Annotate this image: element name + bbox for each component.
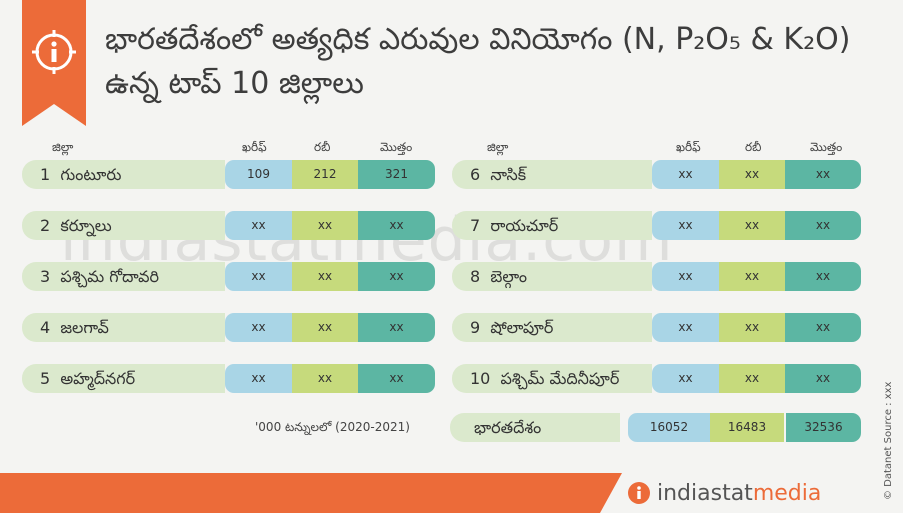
- district-name: 7 రాయచూర్: [452, 211, 652, 240]
- rabi-value: xx: [719, 211, 785, 240]
- total-value: xx: [785, 313, 861, 342]
- indiastat-logo-icon: [628, 482, 650, 504]
- total-value: xx: [358, 313, 435, 342]
- table-row: 8 బెల్గాం xx xx xx: [452, 262, 861, 291]
- column-header-rabi: రబీ: [745, 140, 762, 154]
- rabi-value: xx: [719, 364, 785, 393]
- table-row: 1 గుంటూరు 109 212 321: [22, 160, 435, 189]
- page-title: భారతదేశంలో అత్యధిక ఎరువుల వినియోగం (N, P…: [105, 22, 851, 101]
- kharif-value: xx: [225, 313, 292, 342]
- column-header-rabi: రబీ: [314, 140, 331, 154]
- rabi-value: xx: [292, 313, 358, 342]
- india-total-value: 32536: [786, 413, 861, 442]
- table-row: 4 జలగావ్ xx xx xx: [22, 313, 435, 342]
- unit-footnote: '000 టన్నులలో (2020-2021): [255, 420, 410, 434]
- rabi-value: xx: [719, 313, 785, 342]
- table-row: 10 పశ్చిమ్ మేదినీపూర్ xx xx xx: [452, 364, 861, 393]
- kharif-value: xx: [652, 313, 719, 342]
- column-header-district: జిల్లా: [52, 140, 74, 154]
- total-value: xx: [358, 262, 435, 291]
- total-value: xx: [785, 211, 861, 240]
- rabi-value: 212: [292, 160, 358, 189]
- kharif-value: xx: [652, 262, 719, 291]
- rabi-value: xx: [292, 364, 358, 393]
- source-credit: © Datanet Source : xxx: [883, 381, 894, 500]
- total-value: xx: [358, 211, 435, 240]
- india-kharif-value: 16052: [628, 413, 710, 442]
- india-rabi-value: 16483: [710, 413, 784, 442]
- total-value: xx: [785, 364, 861, 393]
- column-header-district: జిల్లా: [487, 140, 509, 154]
- column-header-total: మొత్తం: [380, 140, 413, 154]
- table-row: 7 రాయచూర్ xx xx xx: [452, 211, 861, 240]
- table-row: 9 షోలాపూర్ xx xx xx: [452, 313, 861, 342]
- district-name: 5 అహ్మద్‌నగర్: [22, 364, 225, 393]
- kharif-value: 109: [225, 160, 292, 189]
- footer-logo-text: indiastatmedia: [657, 480, 822, 506]
- kharif-value: xx: [652, 364, 719, 393]
- column-header-total: మొత్తం: [810, 140, 843, 154]
- footer-bar-edge: [600, 473, 622, 513]
- district-name: 1 గుంటూరు: [22, 160, 225, 189]
- rabi-value: xx: [292, 211, 358, 240]
- kharif-value: xx: [225, 364, 292, 393]
- district-name: 8 బెల్గాం: [452, 262, 652, 291]
- table-row: 5 అహ్మద్‌నగర్ xx xx xx: [22, 364, 435, 393]
- table-row: 6 నాసిక్ xx xx xx: [452, 160, 861, 189]
- total-value: xx: [785, 262, 861, 291]
- kharif-value: xx: [225, 262, 292, 291]
- rabi-value: xx: [719, 262, 785, 291]
- table-row: 2 కర్నూలు xx xx xx: [22, 211, 435, 240]
- district-name: 4 జలగావ్: [22, 313, 225, 342]
- total-value: 321: [358, 160, 435, 189]
- district-name: 9 షోలాపూర్: [452, 313, 652, 342]
- district-name: 2 కర్నూలు: [22, 211, 225, 240]
- column-header-kharif: ఖరీఫ్: [676, 140, 701, 154]
- info-icon: [32, 30, 76, 74]
- kharif-value: xx: [225, 211, 292, 240]
- table-row: 3 పశ్చిమ గోదావరి xx xx xx: [22, 262, 435, 291]
- india-total-row: భారతదేశం 16052 16483 32536: [450, 413, 861, 442]
- district-name: 3 పశ్చిమ గోదావరి: [22, 262, 225, 291]
- total-value: xx: [785, 160, 861, 189]
- district-name: 10 పశ్చిమ్ మేదినీపూర్: [452, 364, 652, 393]
- kharif-value: xx: [652, 160, 719, 189]
- total-value: xx: [358, 364, 435, 393]
- rabi-value: xx: [719, 160, 785, 189]
- footer-bar: [0, 473, 600, 513]
- column-header-kharif: ఖరీఫ్: [242, 140, 267, 154]
- district-name: 6 నాసిక్: [452, 160, 652, 189]
- india-name: భారతదేశం: [450, 413, 620, 442]
- kharif-value: xx: [652, 211, 719, 240]
- footer-logo: indiastatmedia: [627, 478, 821, 508]
- rabi-value: xx: [292, 262, 358, 291]
